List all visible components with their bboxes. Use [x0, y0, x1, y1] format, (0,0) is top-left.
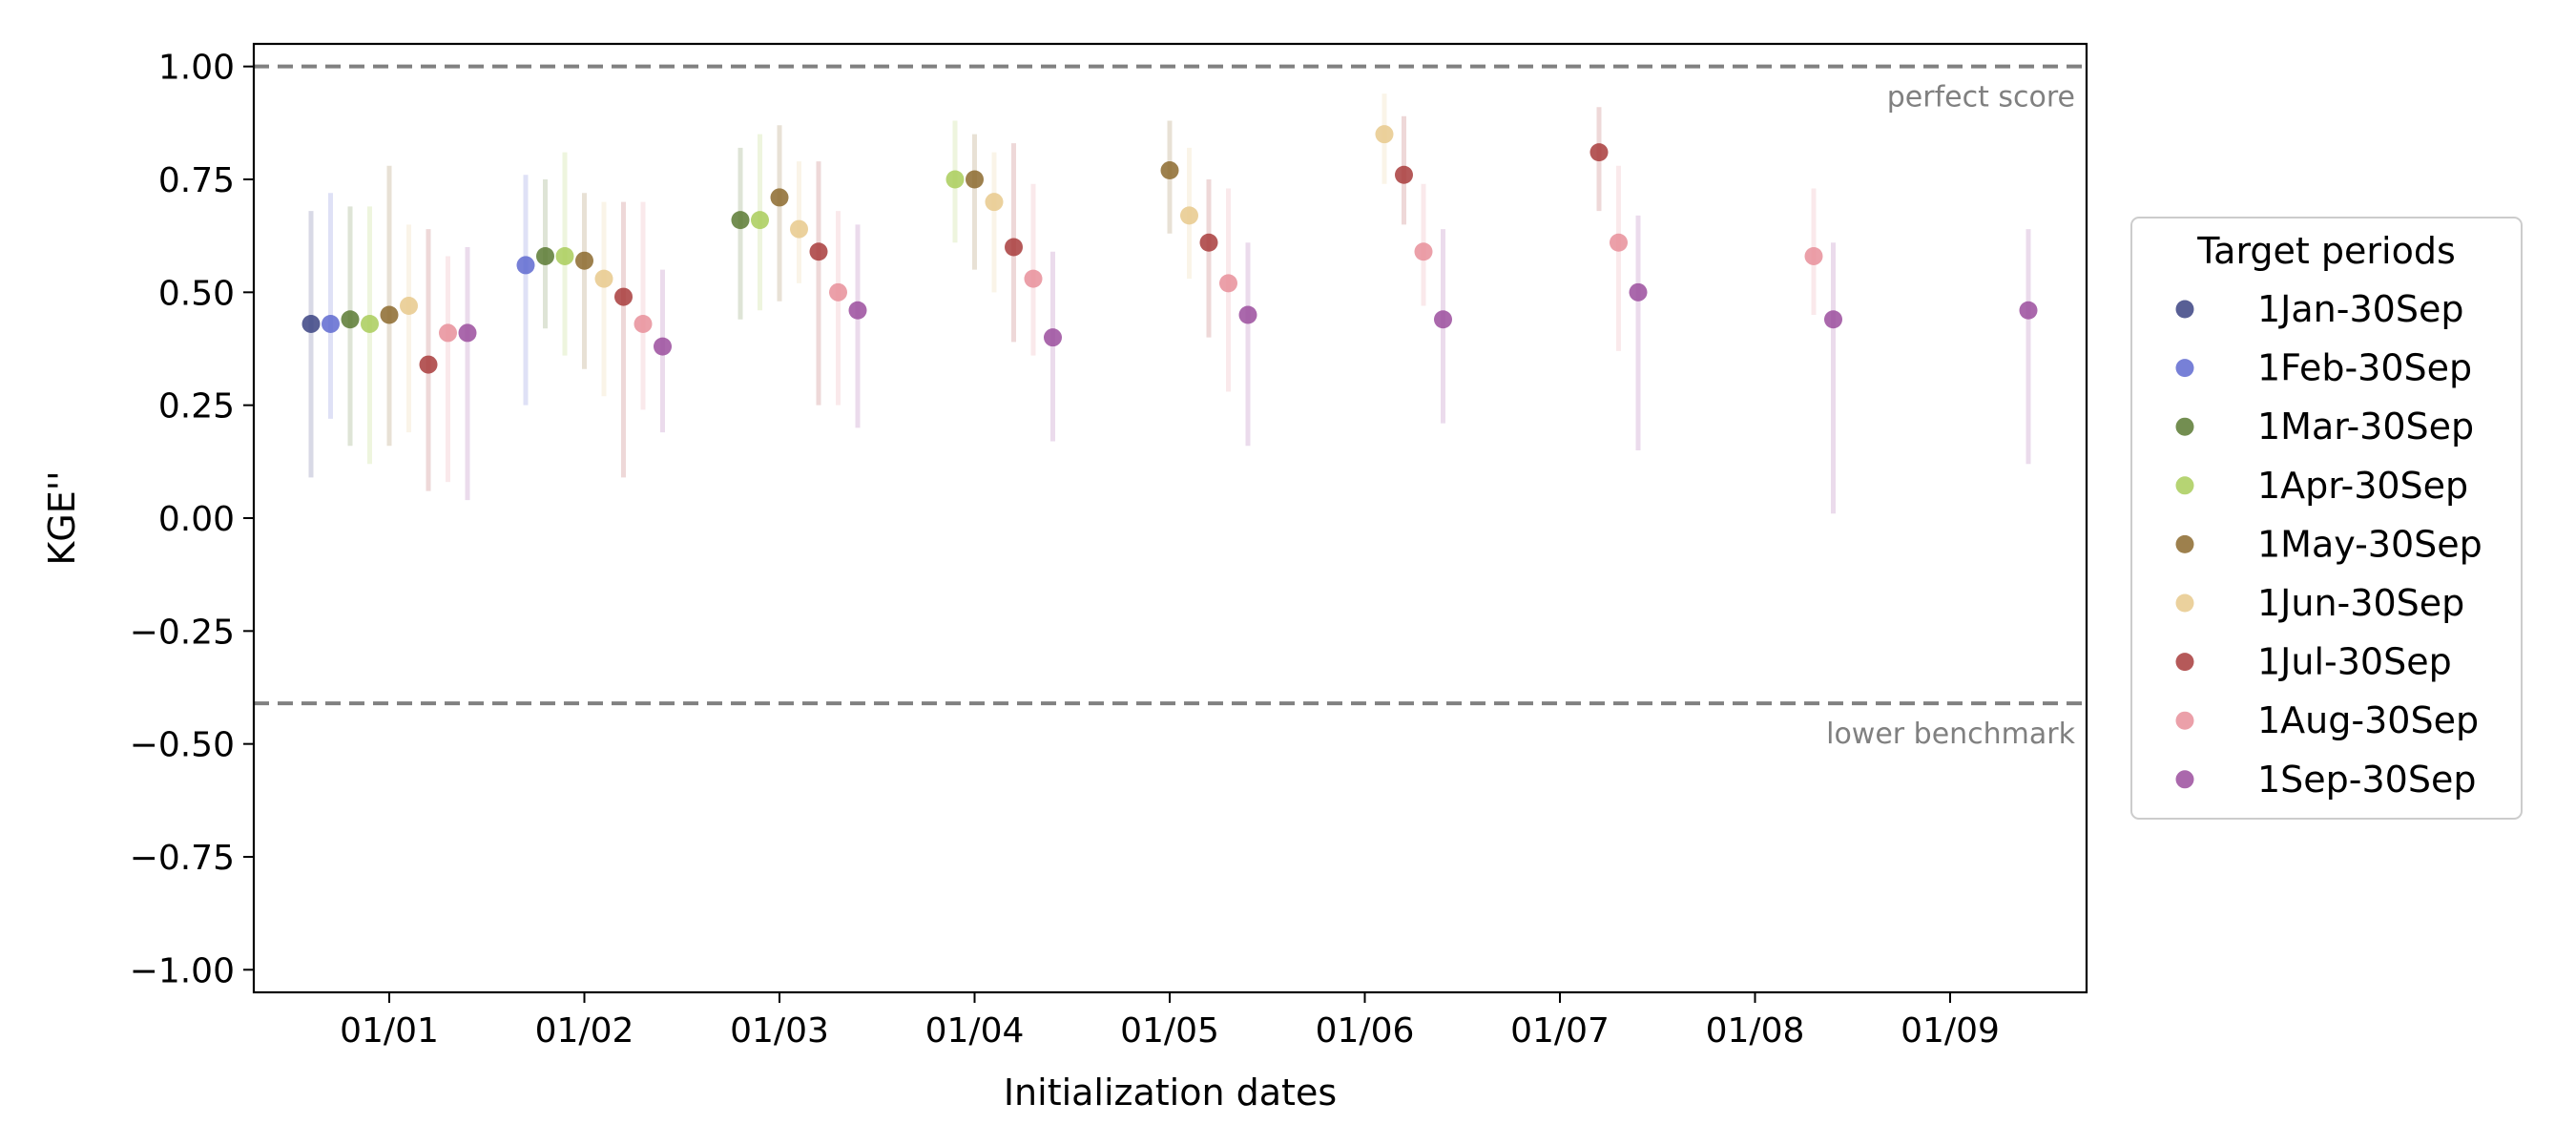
data-point [322, 314, 340, 333]
legend-entry-label: 1Feb-30Sep [2257, 347, 2472, 389]
data-point [361, 314, 379, 333]
y-tick-label: 1.00 [158, 49, 235, 88]
data-point [439, 323, 457, 343]
data-point [809, 242, 828, 261]
data-point [1804, 246, 1823, 265]
legend-marker [2175, 300, 2194, 319]
x-tick-label: 01/01 [340, 1011, 439, 1051]
legend-entry-label: 1Jan-30Sep [2257, 288, 2463, 330]
data-point [575, 251, 593, 270]
data-point [536, 246, 554, 265]
x-tick-label: 01/06 [1316, 1011, 1415, 1051]
data-point [1005, 238, 1023, 257]
data-point [966, 170, 984, 189]
data-point [419, 355, 438, 374]
y-tick-label: −1.00 [130, 951, 235, 990]
legend-marker [2175, 593, 2194, 613]
data-point [1375, 125, 1394, 144]
legend-items: 1Jan-30Sep 1Feb-30Sep 1Mar-30Sep 1Apr-30Sep… [2175, 288, 2483, 801]
data-point [790, 219, 808, 239]
data-point [634, 314, 653, 333]
data-point [458, 323, 477, 343]
x-tick-label: 01/09 [1901, 1011, 2000, 1051]
x-axis-label: Initialization dates [1004, 1072, 1337, 1114]
data-point [1219, 274, 1237, 293]
data-point [1024, 269, 1043, 288]
data-point [1589, 143, 1609, 162]
legend-marker [2175, 711, 2194, 730]
data-point [1180, 206, 1198, 225]
data-point [1414, 242, 1433, 261]
data-point [1395, 165, 1413, 184]
error-bars-layer [308, 94, 2031, 514]
data-point [1629, 282, 1648, 302]
legend-marker [2175, 417, 2194, 436]
data-point [770, 188, 789, 207]
data-point [1238, 305, 1257, 324]
data-point [751, 211, 769, 230]
data-point [341, 310, 360, 329]
legend-marker [2175, 476, 2194, 495]
legend-entry-label: 1Apr-30Sep [2257, 465, 2468, 507]
data-point [2019, 301, 2038, 320]
x-tick-label: 01/04 [925, 1011, 1025, 1051]
y-tick-label: −0.50 [130, 726, 235, 765]
data-point [731, 211, 750, 230]
legend-marker [2175, 770, 2194, 789]
data-point [945, 170, 965, 189]
y-axis-label: KGE'' [41, 470, 83, 565]
data-point [654, 337, 672, 356]
data-point [848, 301, 867, 320]
y-tick-label: 0.25 [158, 387, 235, 427]
legend-entry-label: 1Mar-30Sep [2257, 406, 2474, 448]
data-point [1044, 328, 1062, 347]
legend-entry-label: 1Jun-30Sep [2257, 582, 2464, 624]
legend-entry-label: 1Sep-30Sep [2257, 759, 2476, 801]
lower-benchmark-label: lower benchmark [1826, 718, 2076, 751]
data-point [985, 193, 1004, 212]
legend-entry-label: 1Jul-30Sep [2257, 641, 2452, 683]
x-tick-label: 01/03 [730, 1011, 829, 1051]
x-axis: 01/01 01/02 01/03 01/04 01/05 01/06 01/07 01/08… [340, 992, 2000, 1051]
y-tick-label: 0.50 [158, 274, 235, 313]
data-point [516, 256, 535, 275]
y-tick-label: 0.00 [158, 500, 235, 539]
data-point [555, 246, 574, 265]
x-tick-label: 01/07 [1510, 1011, 1610, 1051]
data-point [594, 269, 613, 288]
legend-marker [2175, 653, 2194, 672]
legend: Target periods 1Jan-30Sep 1Feb-30Sep 1Mar-… [2130, 217, 2523, 820]
data-point [1434, 310, 1452, 329]
legend-title: Target periods [2196, 230, 2456, 272]
data-point [829, 282, 847, 302]
y-tick-label: −0.25 [130, 613, 235, 652]
legend-entry-label: 1May-30Sep [2257, 523, 2483, 565]
data-point [400, 297, 418, 316]
legend-entry-label: 1Aug-30Sep [2257, 699, 2479, 741]
data-point [614, 287, 633, 306]
legend-box [2130, 217, 2523, 820]
x-tick-label: 01/05 [1120, 1011, 1219, 1051]
data-point [1160, 161, 1179, 180]
perfect-score-label: perfect score [1887, 81, 2075, 114]
data-point [1610, 233, 1628, 252]
y-axis: 1.00 0.75 0.50 0.25 0.00 −0.25 −0.50 −0.75 −1.00 [130, 49, 254, 990]
y-tick-label: −0.75 [130, 839, 235, 878]
legend-marker [2175, 534, 2194, 553]
data-points-layer [301, 125, 2038, 374]
data-point [1824, 310, 1842, 329]
x-tick-label: 01/02 [535, 1011, 634, 1051]
reference-lines-layer: perfect score lower benchmark [254, 64, 2087, 751]
data-point [301, 314, 321, 333]
data-point [1199, 233, 1218, 252]
y-tick-label: 0.75 [158, 161, 235, 200]
data-point [380, 305, 399, 324]
legend-marker [2175, 359, 2194, 378]
x-tick-label: 01/08 [1706, 1011, 1805, 1051]
